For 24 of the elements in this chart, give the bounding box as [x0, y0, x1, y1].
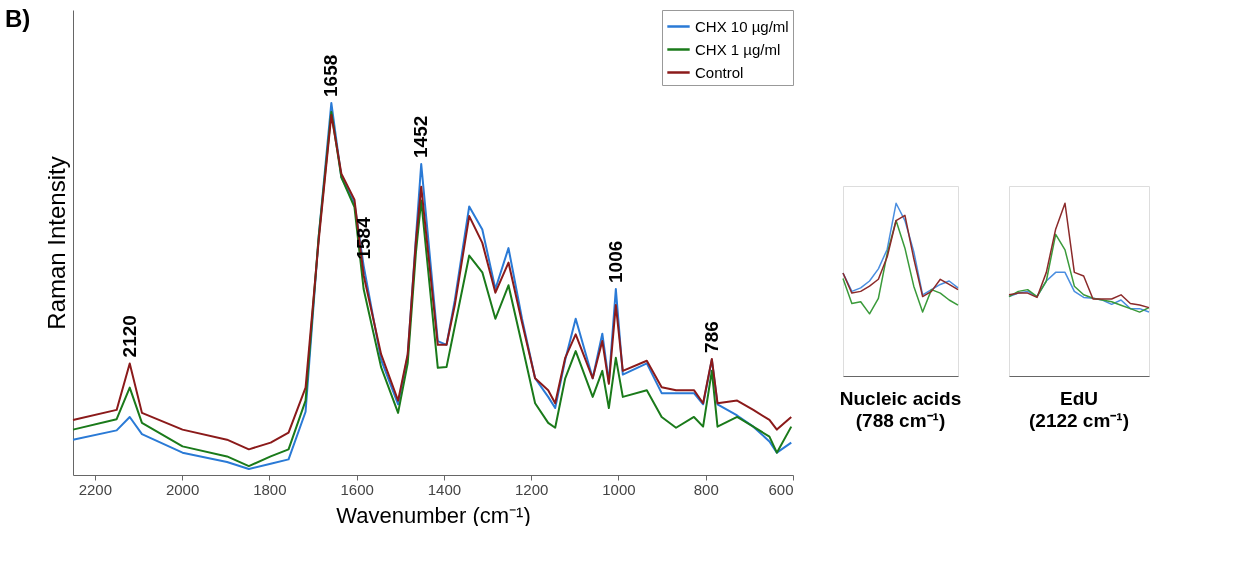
x-tick-label: 1600 [340, 480, 374, 498]
legend-label: CHX 10 µg/ml [695, 17, 789, 35]
x-tick-label: 1800 [253, 480, 287, 498]
annotation: 1658 [320, 54, 342, 97]
y-axis-title: Raman Intensity [42, 156, 70, 330]
x-tick-label: 1200 [514, 480, 549, 498]
x-tick-label: 1000 [602, 480, 636, 498]
annotation: 2120 [118, 315, 140, 358]
x-tick-label: 2000 [165, 480, 200, 498]
legend-label: CHX 1 µg/ml [695, 40, 781, 58]
annotation: 786 [700, 321, 722, 353]
text: B) [5, 5, 31, 32]
x-tick-label: 2200 [78, 480, 113, 498]
text: Nucleic acids [839, 388, 962, 409]
x-tick-label: 600 [768, 480, 794, 498]
x-tick-label: 800 [693, 480, 719, 498]
legend-label: Control [695, 63, 744, 81]
text: EdU [1060, 388, 1098, 409]
annotation: 1452 [410, 115, 432, 159]
text: (788 cm⁻¹) [855, 410, 946, 431]
x-tick-label: 1400 [427, 480, 462, 498]
text: (2122 cm⁻¹) [1029, 410, 1129, 431]
annotation: 1006 [604, 240, 626, 283]
annotation: 1584 [352, 216, 374, 260]
